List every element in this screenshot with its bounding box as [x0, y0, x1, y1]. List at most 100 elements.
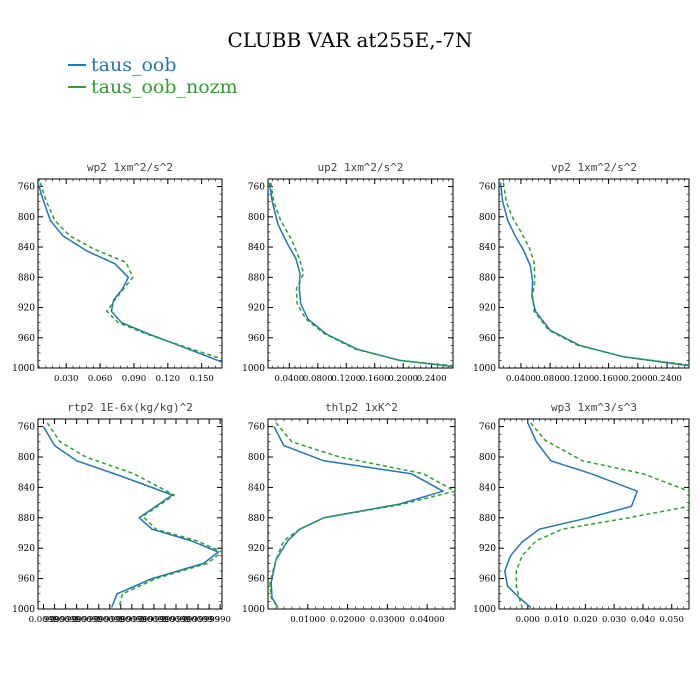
- panel-title: up2 1xm^2/s^2: [317, 161, 403, 174]
- y-tick-label: 920: [248, 304, 265, 314]
- x-tick-label: 0.2000: [388, 374, 418, 384]
- x-tick-label: 0.0800: [303, 374, 333, 384]
- x-tick-label: 0.0099: [73, 615, 103, 625]
- legend-swatch-icon: [68, 86, 86, 88]
- legend-label: taus_oob: [91, 54, 177, 76]
- panel-title: thlp2 1xK^2: [325, 401, 398, 414]
- panel-5: thlp2 1xK^2 760 800 840 880 920 960 1000 0.01000…: [242, 401, 456, 625]
- y-tick-label: 840: [479, 243, 496, 253]
- y-tick-label: 800: [18, 213, 35, 223]
- y-tick-label: 880: [248, 273, 265, 283]
- panel-6: wp3 1xm^3/s^3 760 800 840 880 920 960 1000 0.000…: [473, 401, 690, 625]
- y-tick-label: 880: [479, 273, 496, 283]
- x-tick-label: 0.04000: [410, 615, 445, 625]
- y-tick-label: 840: [248, 483, 265, 493]
- x-tick-label: 9999: [110, 615, 132, 625]
- series-line-taus_oob: [499, 182, 689, 367]
- y-tick-label: 920: [479, 304, 496, 314]
- y-tick-label: 960: [248, 575, 265, 585]
- legend-item-1: taus_oob: [68, 54, 177, 76]
- series-line-taus_oob_nozm: [46, 422, 222, 608]
- y-tick-label: 960: [18, 334, 35, 344]
- x-tick-label: 0.1600: [360, 374, 390, 384]
- x-tick-label: 9999: [176, 615, 198, 625]
- x-tick-label: 0.0099: [183, 615, 213, 625]
- x-tick-label: 9999: [198, 615, 220, 625]
- x-tick-label: 0.2400: [652, 374, 682, 384]
- x-tick-label: 0.020: [573, 615, 597, 625]
- x-tick-label: 9999: [88, 615, 110, 625]
- y-tick-label: 840: [479, 483, 496, 493]
- x-tick-label: 0.150: [190, 374, 214, 384]
- plot-frame: [267, 418, 456, 610]
- y-tick-label: 1000: [242, 364, 265, 374]
- y-tick-label: 1000: [242, 605, 265, 615]
- x-tick-label: 9990: [209, 615, 231, 625]
- x-tick-label: 9999: [132, 615, 154, 625]
- x-tick-label: 0.0099: [161, 615, 191, 625]
- plot-frame: [37, 418, 223, 610]
- x-tick-label: 0.0099: [117, 615, 147, 625]
- x-tick-label: 0.120: [156, 374, 180, 384]
- y-tick-label: 840: [248, 243, 265, 253]
- y-tick-label: 920: [18, 304, 35, 314]
- y-tick-label: 760: [248, 183, 265, 193]
- x-tick-label: 0.1600: [594, 374, 624, 384]
- panel-title: wp3 1xm^3/s^3: [551, 401, 637, 414]
- y-tick-label: 1000: [12, 364, 35, 374]
- series-line-taus_oob: [270, 426, 444, 608]
- x-tick-label: 0.090: [122, 374, 146, 384]
- x-tick-label: 0.03000: [370, 615, 405, 625]
- panel-title: rtp2 1E-6x(kg/kg)^2: [67, 401, 193, 414]
- x-tick-label: 0.01000: [290, 615, 325, 625]
- series-line-taus_oob_nozm: [269, 422, 455, 608]
- y-tick-label: 800: [479, 213, 496, 223]
- x-tick-label: 9999: [66, 615, 88, 625]
- x-tick-label: 0.010: [544, 615, 568, 625]
- x-tick-label: 0.0800: [535, 374, 565, 384]
- x-tick-label: 0.02000: [330, 615, 365, 625]
- y-tick-label: 920: [18, 544, 35, 554]
- series-line-taus_oob: [504, 422, 638, 609]
- y-tick-label: 920: [479, 544, 496, 554]
- x-tick-label: 0.0099: [51, 615, 81, 625]
- y-tick-label: 880: [248, 514, 265, 524]
- y-tick-label: 760: [479, 183, 496, 193]
- y-tick-label: 960: [18, 575, 35, 585]
- x-tick-label: 0.0400: [274, 374, 304, 384]
- plot-frame: [37, 178, 223, 369]
- x-tick-label: 0.0400: [506, 374, 536, 384]
- y-tick-label: 920: [248, 544, 265, 554]
- y-tick-label: 960: [479, 334, 496, 344]
- x-tick-label: 0.1200: [565, 374, 595, 384]
- series-line-taus_oob: [42, 426, 220, 608]
- y-tick-label: 800: [479, 453, 496, 463]
- series-line-taus_oob_nozm: [502, 182, 689, 366]
- legend-label: taus_oob_nozm: [91, 76, 238, 98]
- y-tick-label: 960: [248, 334, 265, 344]
- series-line-taus_oob: [268, 182, 453, 368]
- y-tick-label: 840: [18, 483, 35, 493]
- plot-frame: [498, 178, 690, 369]
- x-tick-label: 0.2400: [417, 374, 447, 384]
- panel-3: vp2 1xm^2/s^2 760 800 840 880 920 960 1000 0.040…: [473, 161, 690, 384]
- x-tick-label: 0.0099: [29, 615, 59, 625]
- panel-4: rtp2 1E-6x(kg/kg)^2 760 800 840 880 920 960 100…: [12, 401, 231, 625]
- x-tick-label: 0.0099: [95, 615, 125, 625]
- panel-2: up2 1xm^2/s^2 760 800 840 880 920 960 1000 0.040…: [242, 161, 454, 384]
- y-tick-label: 800: [18, 453, 35, 463]
- x-tick-label: 0.1200: [331, 374, 361, 384]
- x-tick-label: 0.050: [660, 615, 684, 625]
- y-tick-label: 800: [248, 453, 265, 463]
- y-tick-label: 960: [479, 575, 496, 585]
- x-tick-label: 0.030: [602, 615, 626, 625]
- y-tick-label: 880: [18, 514, 35, 524]
- y-tick-label: 760: [248, 423, 265, 433]
- legend-swatch-icon: [68, 64, 86, 66]
- page-title: CLUBB VAR at255E,-7N: [227, 28, 473, 52]
- x-tick-label: 0.0099: [139, 615, 169, 625]
- x-tick-label: 0.2000: [623, 374, 653, 384]
- y-tick-label: 1000: [473, 364, 496, 374]
- y-tick-label: 760: [18, 183, 35, 193]
